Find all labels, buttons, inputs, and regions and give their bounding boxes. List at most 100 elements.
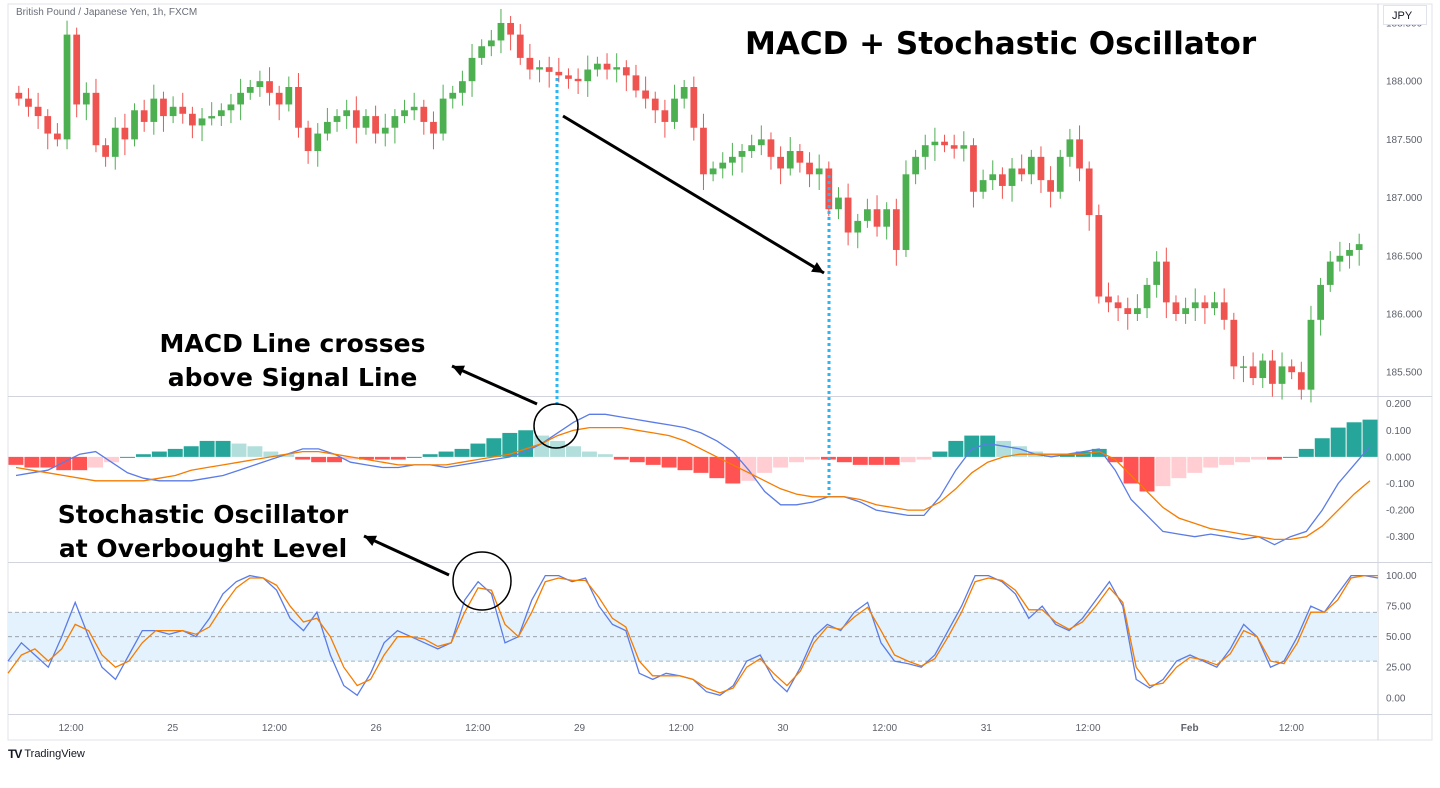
candle-body (198, 118, 206, 126)
candle-body (324, 121, 331, 134)
candle-body (459, 81, 466, 93)
candle-body (111, 127, 119, 157)
x-tick-label: 30 (777, 723, 789, 734)
y-tick-label: 186.500 (1386, 251, 1423, 262)
candle-body (738, 151, 746, 157)
macd-histogram-bar (390, 456, 406, 460)
macd-histogram-bar (343, 456, 358, 460)
macd-histogram-bar (263, 451, 279, 457)
macd-histogram-bar (1219, 456, 1235, 465)
macd-histogram-bar (597, 454, 613, 457)
stochastic-d-line (7, 574, 1378, 694)
chart-title: MACD + Stochastic Oscillator (745, 26, 1257, 62)
candle-body (671, 98, 678, 122)
y-tick-label: 0.00 (1386, 693, 1406, 704)
candle-body (950, 145, 958, 149)
candle-body (1076, 139, 1083, 169)
macd-histogram-bar (1171, 456, 1187, 479)
macd-histogram-bar (1235, 456, 1251, 463)
symbol-label: British Pound / Japanese Yen, 1h, FXCM (16, 7, 198, 18)
macd-histogram-bar (1091, 448, 1107, 457)
macd-histogram-bar (868, 456, 884, 465)
macd-histogram-bar (1187, 456, 1203, 473)
x-tick-label: 26 (371, 723, 383, 734)
candle-body (709, 168, 717, 175)
candle-body (516, 34, 524, 58)
candle-body (285, 86, 293, 105)
macd-histogram-bar (104, 456, 120, 463)
candle-body (690, 86, 698, 128)
candle-body (372, 116, 379, 134)
x-tick-label: 12:00 (1279, 723, 1304, 734)
candle-body (92, 92, 100, 146)
candle-body (468, 57, 476, 82)
y-tick-label: 187.500 (1386, 135, 1423, 146)
candle-body (970, 145, 977, 192)
macd-histogram-bar (693, 456, 709, 473)
y-tick-label: -0.100 (1386, 479, 1415, 490)
macd-histogram-bar (247, 446, 263, 457)
candle-body (565, 75, 572, 79)
candle-body (873, 209, 881, 227)
macd-line (15, 413, 1371, 546)
macd-histogram-bar (1362, 419, 1378, 457)
macd-histogram-bar (135, 454, 151, 457)
x-tick-label: 25 (167, 723, 179, 734)
y-tick-label: 75.00 (1386, 602, 1411, 613)
candle-body (439, 98, 447, 134)
candle-body (15, 92, 23, 99)
candle-body (63, 34, 71, 140)
candle-body (189, 113, 196, 126)
candle-body (854, 220, 862, 233)
candle-body (661, 110, 669, 122)
candle-body (989, 174, 997, 181)
candle-body (960, 145, 968, 149)
macd-histogram-bar (805, 456, 820, 460)
candle-body (1105, 296, 1112, 303)
candle-body (748, 145, 756, 152)
candle-body (603, 63, 611, 70)
candle-body (314, 133, 322, 152)
candle-body (1134, 308, 1141, 315)
macd-histogram-bar (72, 456, 88, 471)
currency-selector[interactable]: JPY (1383, 5, 1427, 25)
candle-body (979, 180, 987, 192)
macd-histogram-bar (279, 454, 295, 457)
macd-histogram-bar (1059, 454, 1075, 457)
price-move-arrow (562, 114, 825, 275)
candle-body (700, 127, 707, 175)
candle-body (208, 116, 216, 119)
candle-body (1269, 360, 1276, 384)
annotation-stoch-line1: Stochastic Oscillator (57, 500, 349, 529)
candle-body (237, 92, 244, 105)
candle-body (1172, 302, 1180, 315)
candle-body (179, 106, 187, 114)
candle-body (767, 139, 775, 157)
macd-histogram-bar (88, 456, 104, 468)
macd-histogram-bar (757, 456, 773, 473)
candle-body (1191, 302, 1199, 309)
candle-body (497, 22, 505, 41)
macd-histogram-bar (916, 456, 932, 460)
macd-histogram-bar (677, 456, 693, 471)
tradingview-logo[interactable]: TV TradingView (8, 747, 85, 761)
macd-histogram-bar (836, 456, 852, 463)
candle-body (73, 34, 81, 105)
annotation-stoch-line2: at Overbought Level (58, 534, 348, 563)
candle-body (622, 67, 630, 76)
candle-body (1018, 168, 1026, 175)
candle-body (333, 116, 341, 122)
macd-histogram-bar (932, 451, 948, 457)
candle-body (545, 67, 553, 72)
y-tick-label: 187.000 (1386, 193, 1423, 204)
candle-body (555, 71, 563, 76)
candle-body (256, 81, 264, 87)
macd-histogram-bar (502, 432, 518, 457)
macd-annotation-arrow (451, 364, 538, 406)
candle-body (160, 98, 167, 117)
candle-body (343, 110, 351, 117)
macd-histogram-bar (120, 456, 135, 458)
candle-body (82, 92, 90, 105)
macd-histogram-bar (1251, 456, 1266, 460)
